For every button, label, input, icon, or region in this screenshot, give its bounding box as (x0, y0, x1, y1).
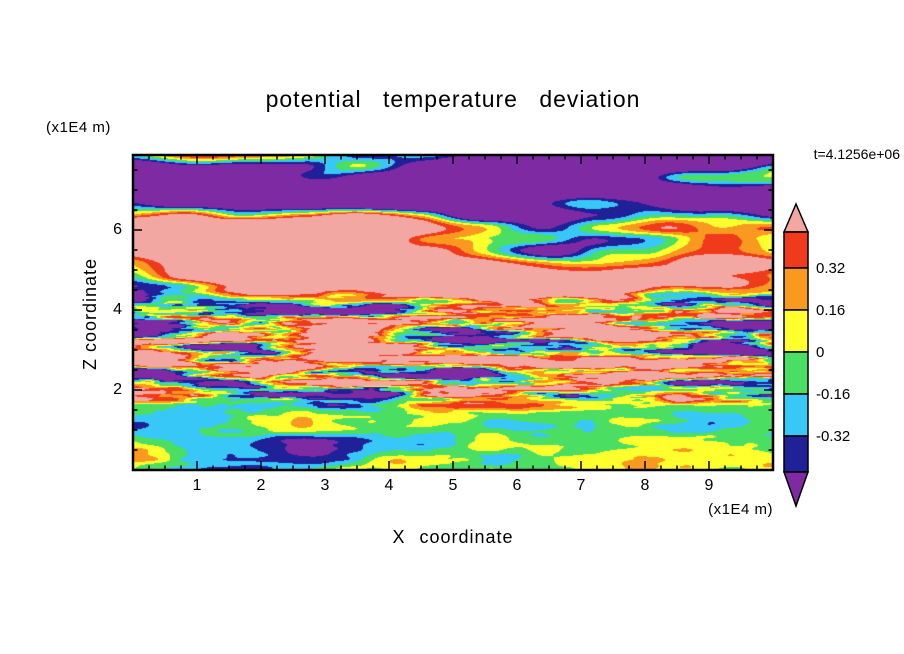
colorbar-label: 0 (816, 344, 825, 361)
z-tick-label: 6 (113, 221, 122, 238)
plot-title: potential temperature deviation (265, 86, 641, 112)
colorbar-label: -0.32 (816, 428, 851, 445)
x-tick-label: 2 (256, 477, 266, 494)
colorbar-label: -0.16 (816, 386, 851, 403)
colorbar-band-yellow (783, 309, 809, 353)
contour-field-canvas (133, 155, 773, 470)
colorbar-label: 0.32 (816, 260, 846, 277)
colorbar (782, 202, 810, 509)
colorbar-band-navy (783, 435, 809, 473)
colorbar-band-cyan (783, 393, 809, 437)
x-axis-unit-label: (x1E4 m) (708, 501, 773, 518)
x-tick-label: 4 (384, 477, 394, 494)
x-tick-label: 6 (512, 477, 522, 494)
x-tick-label: 9 (704, 477, 714, 494)
z-axis-unit-label: (x1E4 m) (46, 119, 111, 136)
time-label: t=4.1256e+06 (813, 146, 900, 162)
colorbar-arrow-top (782, 202, 810, 233)
x-tick-label: 5 (448, 477, 458, 494)
colorbar-band-red (783, 231, 809, 269)
x-tick-label: 1 (192, 477, 202, 494)
colorbar-band-orange (783, 267, 809, 311)
x-tick-label: 3 (320, 477, 330, 494)
colorbar-band-green (783, 351, 809, 395)
x-axis-title: X coordinate (392, 527, 514, 547)
z-tick-label: 4 (113, 301, 122, 318)
colorbar-label: 0.16 (816, 302, 846, 319)
colorbar-arrow-bottom (782, 471, 810, 509)
x-tick-label: 8 (640, 477, 650, 494)
x-tick-label: 7 (576, 477, 586, 494)
z-tick-label: 2 (113, 381, 122, 398)
